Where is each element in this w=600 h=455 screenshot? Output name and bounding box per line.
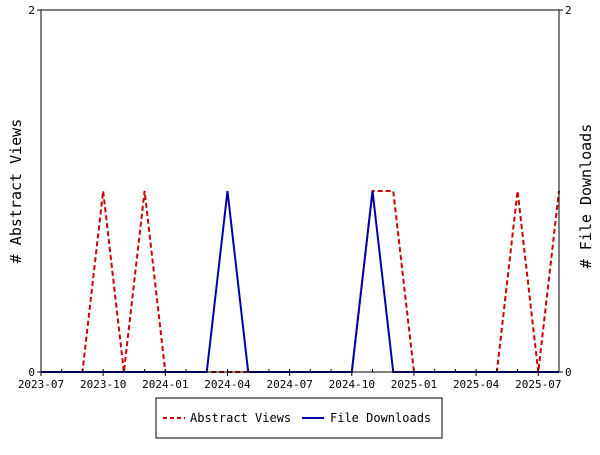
y-right-tick-label: 0	[565, 366, 572, 379]
legend-box	[155, 397, 443, 439]
y-right-tick-label: 2	[565, 4, 572, 17]
y-left-tick-label: 0	[28, 366, 35, 379]
y-left-tick-label: 2	[28, 4, 35, 17]
legend-label-file-downloads: File Downloads	[330, 411, 431, 425]
x-tick-label: 2024-04	[204, 378, 251, 391]
x-tick-label: 2024-10	[329, 378, 375, 391]
legend-label-abstract-views: Abstract Views	[190, 411, 291, 425]
x-tick-label: 2024-07	[266, 378, 312, 391]
y-axis-title-left: # Abstract Views	[7, 119, 25, 264]
x-tick-label: 2025-07	[515, 378, 561, 391]
x-tick-label: 2025-04	[453, 378, 500, 391]
x-tick-label: 2023-07	[18, 378, 64, 391]
legend: Abstract Views File Downloads	[155, 397, 443, 439]
y-ticks: 0 2 0 2	[28, 4, 571, 379]
x-tick-label: 2023-10	[80, 378, 126, 391]
y-axis-title-right: # File Downloads	[577, 124, 595, 269]
x-tick-label: 2025-01	[391, 378, 437, 391]
x-ticks: 2023-07 2023-10 2024-01 2024-04 2024-07 2024-…	[18, 369, 561, 391]
x-tick-label: 2024-01	[142, 378, 188, 391]
plot-frame	[40, 9, 560, 373]
